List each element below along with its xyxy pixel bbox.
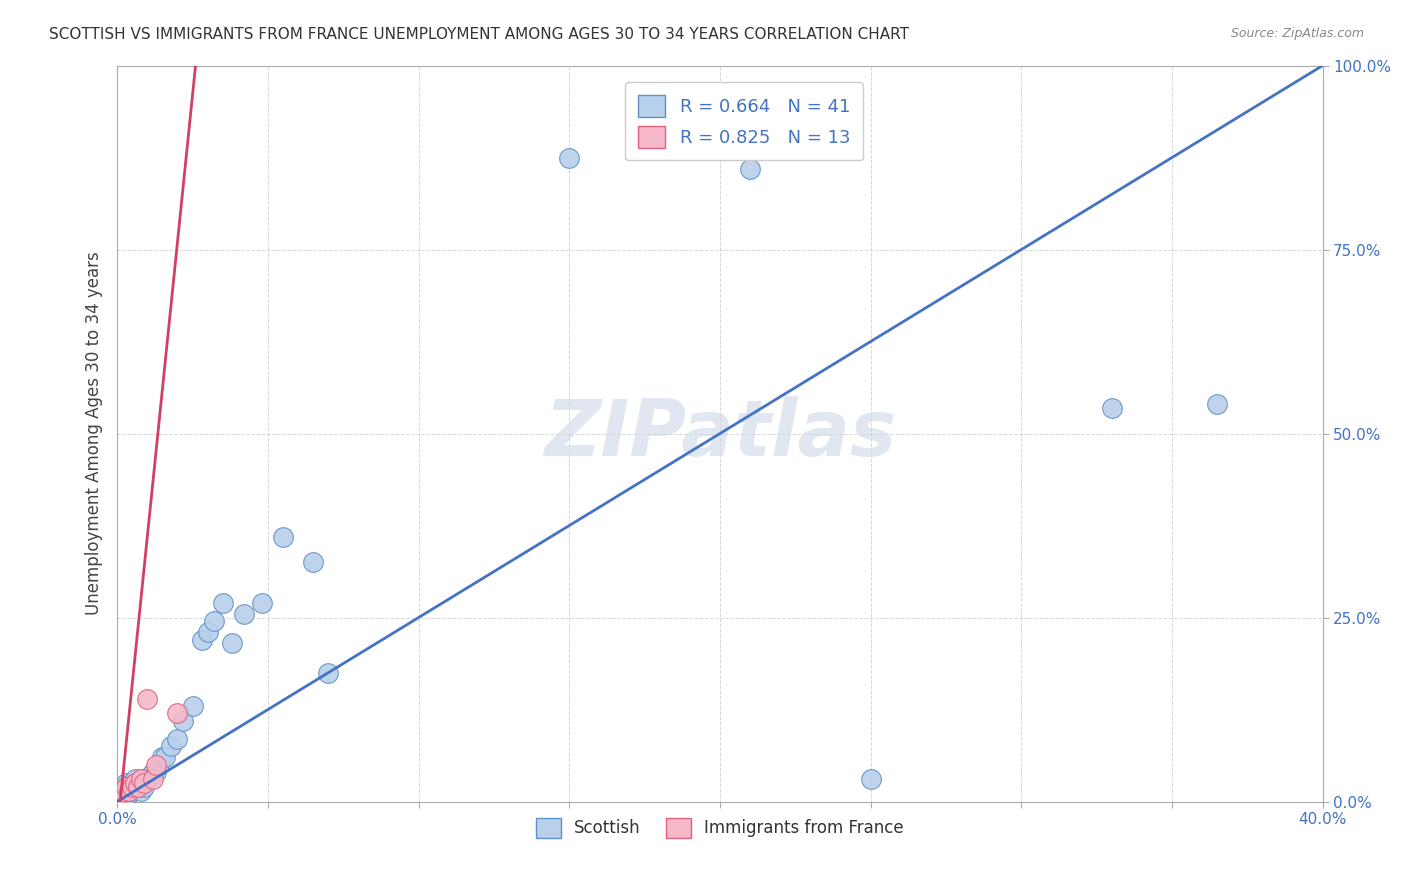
Point	[129, 772, 152, 787]
Point	[181, 698, 204, 713]
Point	[173, 714, 195, 728]
Point	[136, 772, 159, 787]
Point	[558, 151, 581, 165]
Point	[118, 787, 141, 801]
Point	[129, 772, 152, 787]
Point	[129, 783, 152, 797]
Point	[134, 776, 156, 790]
Y-axis label: Unemployment Among Ages 30 to 34 years: Unemployment Among Ages 30 to 34 years	[86, 252, 103, 615]
Point	[232, 607, 254, 621]
Point	[1206, 397, 1229, 411]
Point	[115, 776, 138, 790]
Point	[221, 636, 243, 650]
Point	[127, 780, 149, 794]
Point	[197, 625, 219, 640]
Point	[118, 780, 141, 794]
Point	[124, 776, 146, 790]
Point	[118, 783, 141, 797]
Point	[121, 783, 143, 797]
Point	[112, 780, 135, 794]
Point	[124, 772, 146, 787]
Point	[108, 787, 131, 801]
Point	[211, 596, 233, 610]
Text: Source: ZipAtlas.com: Source: ZipAtlas.com	[1230, 27, 1364, 40]
Point	[121, 780, 143, 794]
Point	[127, 776, 149, 790]
Point	[166, 706, 188, 721]
Text: SCOTTISH VS IMMIGRANTS FROM FRANCE UNEMPLOYMENT AMONG AGES 30 TO 34 YEARS CORREL: SCOTTISH VS IMMIGRANTS FROM FRANCE UNEMP…	[49, 27, 910, 42]
Point	[250, 596, 273, 610]
Point	[112, 787, 135, 801]
Point	[302, 555, 325, 569]
Point	[155, 750, 177, 764]
Point	[166, 731, 188, 746]
Point	[139, 769, 162, 783]
Point	[108, 791, 131, 805]
Point	[134, 780, 156, 794]
Text: ZIPatlas: ZIPatlas	[544, 395, 896, 472]
Point	[145, 757, 167, 772]
Point	[1101, 401, 1123, 415]
Point	[316, 665, 339, 680]
Point	[142, 772, 165, 787]
Point	[271, 530, 294, 544]
Point	[202, 614, 225, 628]
Point	[145, 765, 167, 780]
Point	[160, 739, 183, 754]
Legend: Scottish, Immigrants from France: Scottish, Immigrants from France	[529, 811, 911, 845]
Point	[142, 765, 165, 780]
Point	[738, 161, 761, 176]
Point	[859, 772, 882, 787]
Point	[136, 691, 159, 706]
Point	[150, 750, 173, 764]
Point	[121, 776, 143, 790]
Point	[115, 783, 138, 797]
Point	[112, 783, 135, 797]
Point	[115, 780, 138, 794]
Point	[190, 632, 212, 647]
Point	[148, 757, 170, 772]
Point	[124, 780, 146, 794]
